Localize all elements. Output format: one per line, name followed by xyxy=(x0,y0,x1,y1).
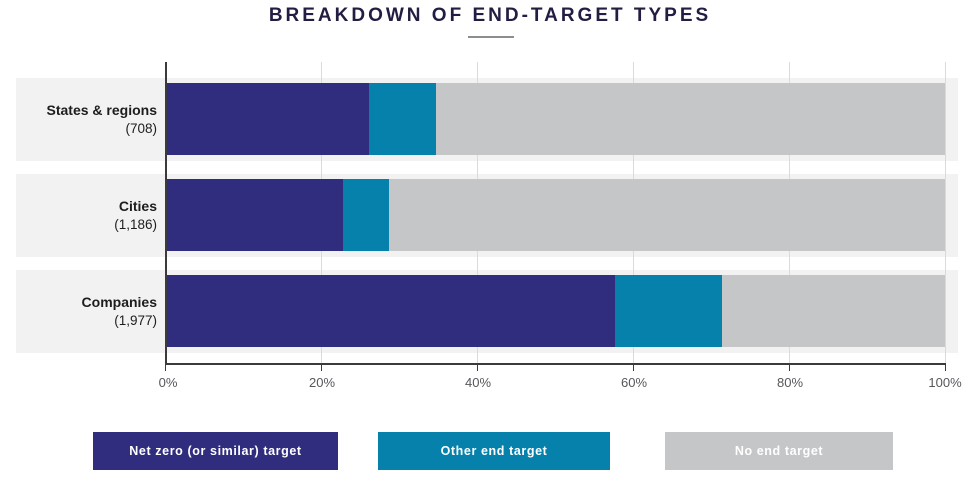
legend-label: Net zero (or similar) target xyxy=(129,444,302,458)
row-label: Companies (1,977) xyxy=(16,270,157,353)
stacked-bar xyxy=(166,275,945,347)
bar-segment-no-end-target xyxy=(722,275,945,347)
legend-label: No end target xyxy=(734,444,824,458)
x-tick-label: 80% xyxy=(776,375,804,390)
stacked-bar xyxy=(166,179,945,251)
x-tick-label: 20% xyxy=(308,375,336,390)
bar-segment-net-zero xyxy=(166,275,616,347)
x-tick-label: 60% xyxy=(620,375,648,390)
title-underline xyxy=(468,36,514,38)
category-label: Companies xyxy=(81,294,157,310)
x-axis-tick xyxy=(477,365,478,371)
row-label: States & regions (708) xyxy=(16,78,157,161)
legend-item-other-end-target: Other end target xyxy=(378,432,610,470)
row-label: Cities (1,186) xyxy=(16,174,157,257)
x-axis-tick xyxy=(945,365,946,371)
bar-segment-other-end-target xyxy=(615,275,723,347)
chart-row-states-regions: States & regions (708) xyxy=(16,78,958,161)
bar-segment-other-end-target xyxy=(369,83,437,155)
x-axis-line xyxy=(165,363,946,365)
bar-segment-other-end-target xyxy=(342,179,389,251)
category-count: (708) xyxy=(125,121,157,136)
x-axis-tick xyxy=(633,365,634,371)
category-count: (1,186) xyxy=(114,217,157,232)
x-axis-tick xyxy=(165,365,166,371)
x-tick-label: 100% xyxy=(928,375,962,390)
chart-title: BREAKDOWN OF END-TARGET TYPES xyxy=(268,5,712,26)
category-label: Cities xyxy=(118,198,157,214)
legend-label: Other end target xyxy=(440,444,548,458)
legend-item-net-zero: Net zero (or similar) target xyxy=(93,432,338,470)
bar-segment-no-end-target xyxy=(436,83,945,155)
category-count: (1,977) xyxy=(114,313,157,328)
x-tick-label: 0% xyxy=(158,375,178,390)
bar-segment-no-end-target xyxy=(388,179,945,251)
y-axis-line xyxy=(165,62,167,365)
stacked-bar xyxy=(166,83,945,155)
bar-segment-net-zero xyxy=(166,179,343,251)
x-axis-tick xyxy=(789,365,790,371)
chart-row-cities: Cities (1,186) xyxy=(16,174,958,257)
x-axis-tick xyxy=(321,365,322,371)
legend-item-no-end-target: No end target xyxy=(665,432,893,470)
x-tick-label: 40% xyxy=(464,375,492,390)
bar-segment-net-zero xyxy=(166,83,370,155)
category-label: States & regions xyxy=(46,102,157,118)
gridline-100 xyxy=(945,62,946,365)
chart-row-companies: Companies (1,977) xyxy=(16,270,958,353)
